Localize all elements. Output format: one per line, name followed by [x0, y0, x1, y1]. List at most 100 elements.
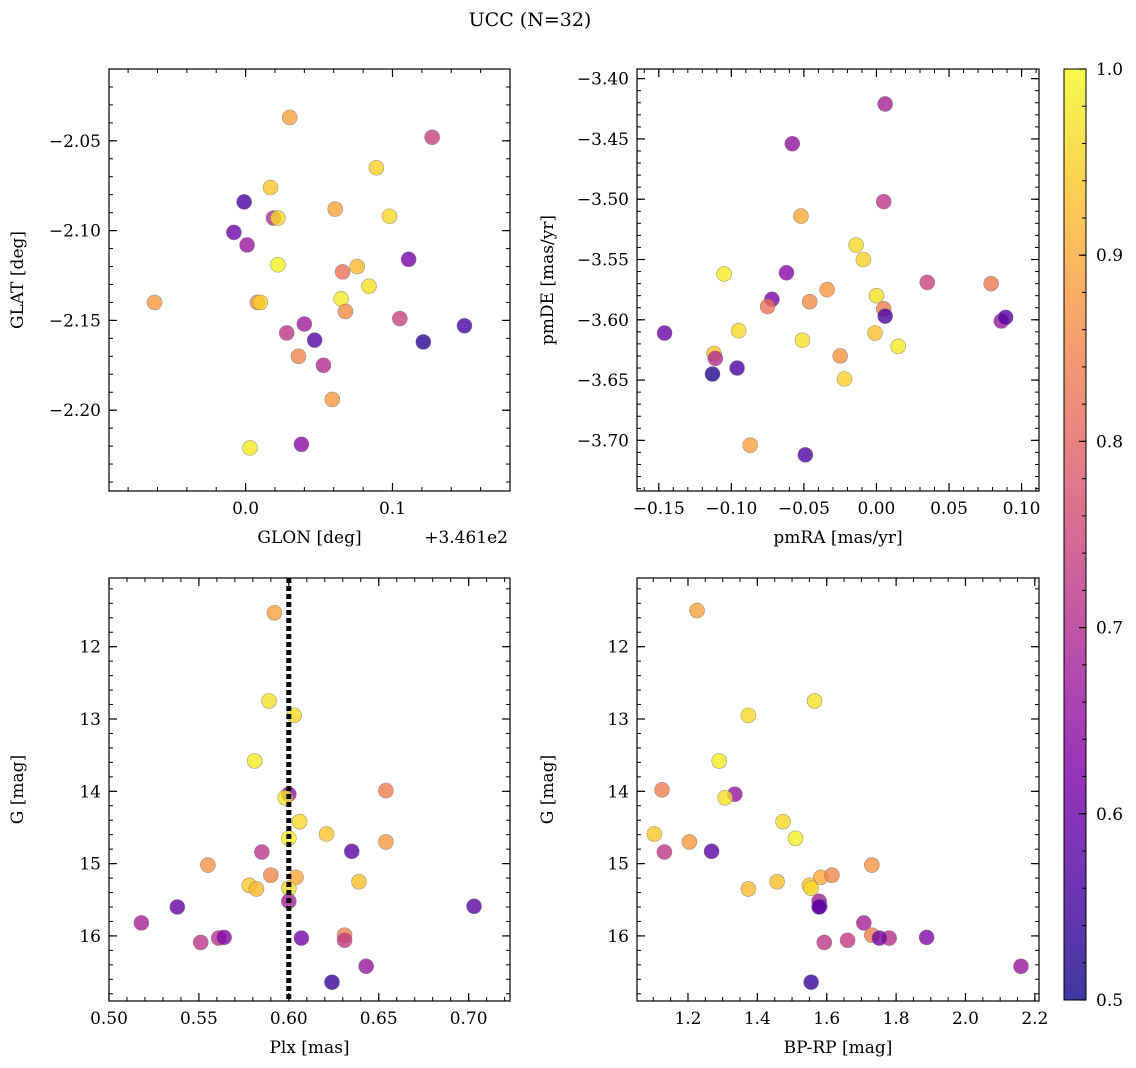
x-tick-label: 0.1 [379, 499, 406, 519]
data-point [716, 266, 732, 282]
data-point [200, 857, 216, 873]
data-point [270, 256, 286, 273]
data-point [290, 348, 307, 365]
data-point [819, 281, 835, 298]
data-point [839, 932, 856, 949]
data-point [236, 194, 252, 210]
data-point [803, 974, 819, 991]
x-tick-label: −0.05 [778, 499, 830, 519]
colorbar-tick-label: 0.8 [1096, 432, 1123, 452]
data-point [1013, 958, 1029, 975]
data-point [226, 224, 242, 241]
colorbar-tick-label: 0.5 [1096, 991, 1123, 1011]
y-tick-label: −3.60 [577, 311, 629, 331]
x-tick-label: 0.55 [180, 1009, 218, 1029]
y-axis-label: G [mag] [538, 755, 558, 824]
data-point [803, 880, 819, 897]
data-point [246, 753, 263, 769]
data-point [778, 264, 795, 281]
data-point [400, 251, 417, 268]
data-point [816, 934, 833, 951]
data-point [378, 782, 394, 799]
data-point [351, 873, 367, 890]
data-point [890, 338, 907, 355]
data-point [654, 782, 670, 798]
data-point [392, 310, 408, 327]
scatter-panel-1: 0.0 0.1 −2.05 −2.10 −2.15 −2.20 GLON [deg] GLAT… [8, 68, 511, 548]
data-point [871, 930, 888, 946]
data-point [918, 929, 935, 946]
points-layer [133, 604, 482, 991]
data-point [877, 308, 893, 324]
data-point [824, 867, 840, 883]
y-tick-label: −3.40 [577, 70, 629, 90]
data-point [456, 317, 473, 334]
data-point [318, 826, 335, 842]
data-point [239, 237, 255, 253]
data-point [248, 881, 265, 897]
data-point [836, 371, 853, 387]
data-point [291, 813, 308, 830]
data-point [361, 278, 377, 295]
data-point [759, 298, 776, 315]
data-point [424, 129, 440, 146]
data-point [336, 932, 353, 949]
colorbar-tick-label: 0.7 [1096, 619, 1123, 639]
y-axis-label: G [mag] [8, 755, 28, 824]
data-point [296, 316, 313, 332]
scatter-panel-3: 0.50 0.55 0.60 0.65 0.70 12 13 14 15 16 Plx [mas] G… [8, 577, 511, 1058]
data-point [742, 437, 758, 453]
data-point [864, 857, 880, 873]
data-point [466, 898, 482, 915]
y-tick-label: −2.05 [49, 132, 101, 152]
x-axis-label: GLON [deg] [257, 528, 361, 548]
x-tick-label: −0.10 [705, 499, 757, 519]
data-point [358, 958, 374, 975]
y-tick-label: 16 [79, 927, 101, 947]
data-point [216, 929, 232, 946]
x-tick-label: 0.50 [90, 1009, 128, 1029]
points-layer [656, 96, 1014, 463]
data-point [646, 826, 663, 842]
colorbar-frame [1063, 68, 1087, 1001]
data-point [707, 350, 724, 367]
data-point [703, 843, 720, 860]
x-tick-label: 0.10 [1003, 499, 1041, 519]
y-tick-label: 15 [79, 855, 101, 875]
data-point [704, 366, 721, 382]
x-tick-label: 1.6 [813, 1009, 840, 1029]
data-point [270, 210, 286, 226]
data-point [278, 325, 295, 341]
data-point [681, 834, 698, 850]
data-point [856, 915, 872, 931]
data-point [415, 334, 432, 350]
data-point [855, 251, 872, 268]
x-axis-label: Plx [mas] [269, 1038, 349, 1058]
colorbar: 0.5 0.6 0.7 0.8 0.9 1.0 [1063, 60, 1123, 1011]
x-tick-label: 0.05 [930, 499, 968, 519]
scatter-panel-2: −0.15 −0.10 −0.05 0.00 0.05 0.10 −3.40 −3.45 −3.… [538, 68, 1041, 548]
data-point [729, 360, 745, 376]
data-point [730, 322, 747, 339]
data-point [656, 844, 673, 860]
axes-frame [108, 68, 511, 492]
data-point [997, 309, 1014, 326]
data-point [261, 693, 277, 709]
data-point [797, 447, 814, 463]
points-layer [146, 109, 473, 456]
y-tick-label: 13 [79, 710, 101, 730]
axes-frame [108, 577, 511, 1002]
data-point [293, 436, 310, 453]
y-tick-label: −3.50 [577, 190, 629, 210]
data-point [832, 348, 848, 364]
y-tick-label: 14 [79, 782, 101, 802]
axes-frame [636, 68, 1040, 492]
data-point [252, 294, 269, 311]
y-tick-label: −2.15 [49, 311, 101, 331]
data-point [381, 208, 398, 225]
y-tick-label: 12 [79, 638, 101, 658]
data-point [793, 208, 809, 224]
x-axis-label: BP-RP [mag] [784, 1038, 893, 1058]
data-point [794, 332, 811, 349]
